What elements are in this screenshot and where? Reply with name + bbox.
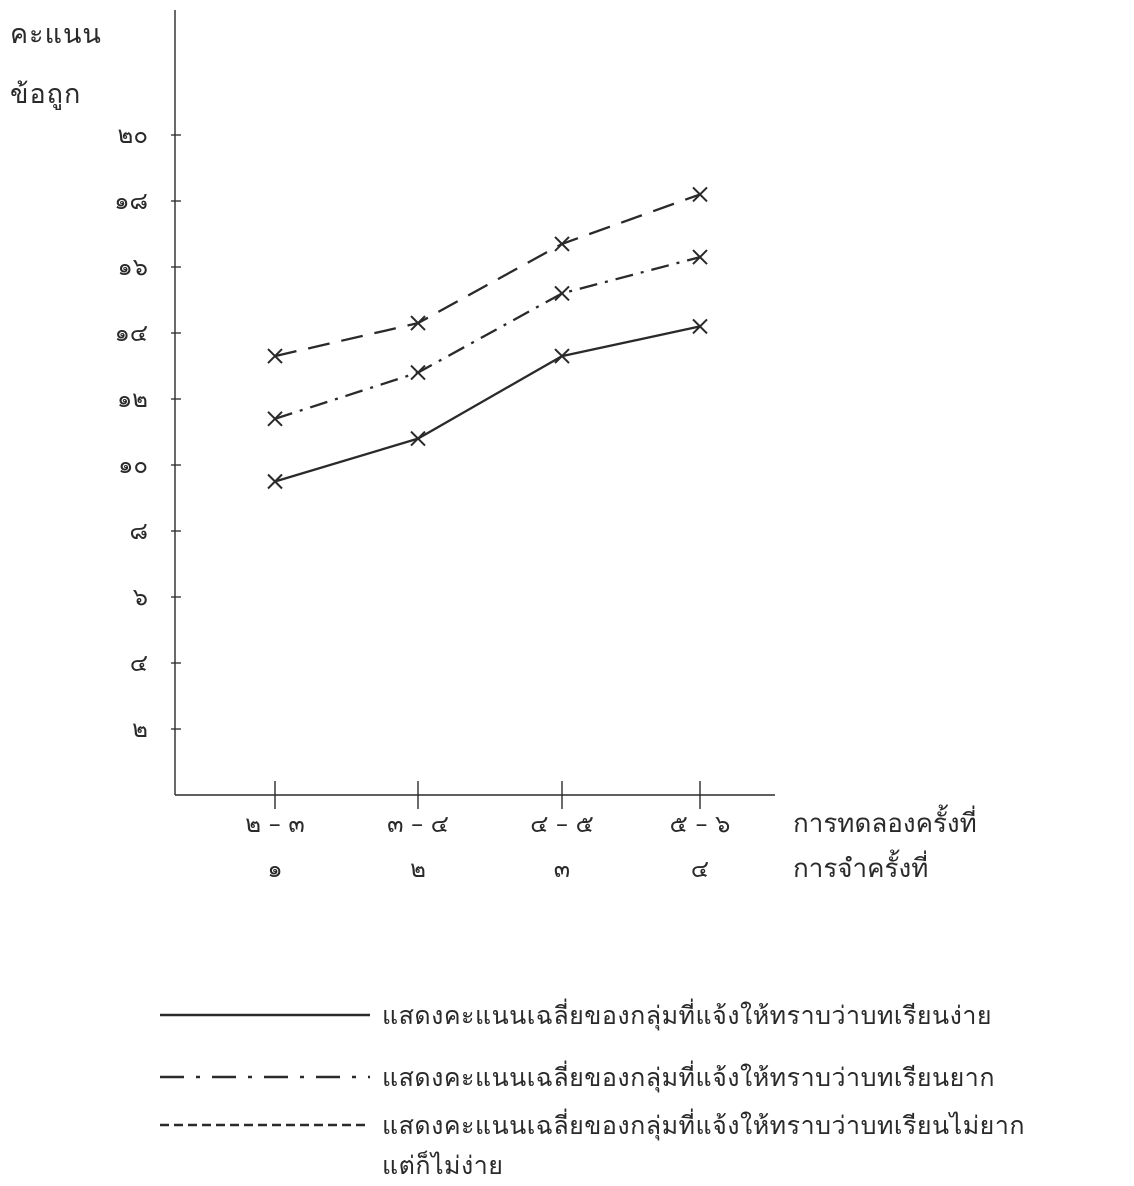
x-tick-label-recall: ๓ bbox=[554, 855, 570, 883]
legend-item-medium: แสดงคะแนนเฉลี่ยของกลุ่มที่แจ้งให้ทราบว่า… bbox=[382, 1111, 1026, 1140]
series-line-dashed bbox=[274, 193, 701, 358]
y-tick-label: ๑๖ bbox=[118, 253, 148, 281]
series-point-dashed bbox=[267, 348, 283, 364]
point-marker-stroke bbox=[267, 348, 283, 364]
series-point-dash-dot bbox=[410, 364, 426, 381]
series-point-solid bbox=[267, 473, 283, 490]
series-point-solid bbox=[692, 318, 708, 335]
series-point-dashed bbox=[554, 236, 570, 252]
y-tick-label: ๒๐ bbox=[118, 121, 148, 149]
y-tick-label: ๖ bbox=[133, 583, 148, 611]
x-ticks: ๒ – ๓๑ ๓ – ๔๒ ๔ – ๕๓ ๕ – ๖๔ การทดลองครั้งที่… bbox=[245, 781, 977, 884]
series-point-dash-dot bbox=[692, 249, 708, 265]
x-tick-label-trial: ๒ – ๓ bbox=[245, 810, 304, 838]
point-marker-stroke bbox=[554, 236, 570, 252]
point-marker-stroke bbox=[692, 186, 708, 203]
point-marker-stroke bbox=[267, 411, 283, 427]
y-tick-label: ๑๘ bbox=[114, 187, 148, 215]
series-point-dashed bbox=[692, 186, 708, 203]
point-marker-stroke bbox=[692, 318, 708, 335]
x-tick-label-trial: ๓ – ๔ bbox=[387, 810, 449, 838]
series-point-solid bbox=[410, 430, 426, 447]
y-tick-label: ๑๐ bbox=[118, 451, 148, 479]
y-tick-label: ๔ bbox=[130, 649, 148, 677]
legend-item-hard: แสดงคะแนนเฉลี่ยของกลุ่มที่แจ้งให้ทราบว่า… bbox=[382, 1063, 995, 1092]
series-point-dash-dot bbox=[554, 285, 570, 302]
point-marker-stroke bbox=[267, 473, 283, 490]
series-point-solid bbox=[554, 348, 570, 364]
x-axis-label-recall: การจำครั้งที่ bbox=[793, 849, 928, 884]
point-marker-stroke bbox=[554, 285, 570, 302]
series-point-dash-dot bbox=[267, 411, 283, 427]
point-marker-stroke bbox=[410, 315, 426, 331]
legend-item-easy: แสดงคะแนนเฉลี่ยของกลุ่มที่แจ้งให้ทราบว่า… bbox=[382, 1001, 993, 1030]
y-axis-label-line2: ข้อถูก bbox=[10, 79, 82, 110]
legend-line-solid bbox=[160, 1013, 370, 1017]
y-axis-label-line1: คะแนน bbox=[10, 19, 102, 50]
point-marker-stroke bbox=[410, 364, 426, 381]
y-ticks: ๒ ๔ ๖ ๘ ๑๐ ๑๒ ๑๔ ๑๖ ๑๘ ๒๐ bbox=[114, 121, 181, 743]
point-marker-stroke bbox=[410, 430, 426, 447]
x-axis-label-trials: การทดลองครั้งที่ bbox=[793, 804, 977, 839]
legend-line-dashed bbox=[160, 1123, 370, 1127]
x-tick-label-trial: ๕ – ๖ bbox=[670, 810, 731, 838]
x-tick-label-recall: ๑ bbox=[267, 855, 282, 883]
y-tick-label: ๑๔ bbox=[115, 319, 148, 347]
series-line-dash-dot bbox=[274, 255, 701, 420]
point-marker-stroke bbox=[692, 249, 708, 265]
series-group bbox=[267, 186, 708, 490]
axes bbox=[174, 10, 775, 796]
x-tick-label-recall: ๒ bbox=[410, 855, 426, 883]
legend-line-dashdot bbox=[160, 1075, 370, 1079]
y-tick-label: ๒ bbox=[132, 715, 148, 743]
x-tick-label-trial: ๔ – ๕ bbox=[530, 810, 594, 838]
legend-item-medium-line2: แต่ก็ไม่ง่าย bbox=[382, 1151, 504, 1180]
y-tick-label: ๘ bbox=[129, 517, 148, 545]
series-point-dashed bbox=[410, 315, 426, 331]
series-line-solid bbox=[274, 325, 701, 483]
point-marker-stroke bbox=[554, 348, 570, 364]
x-tick-label-recall: ๔ bbox=[691, 855, 709, 883]
y-tick-label: ๑๒ bbox=[117, 385, 148, 413]
